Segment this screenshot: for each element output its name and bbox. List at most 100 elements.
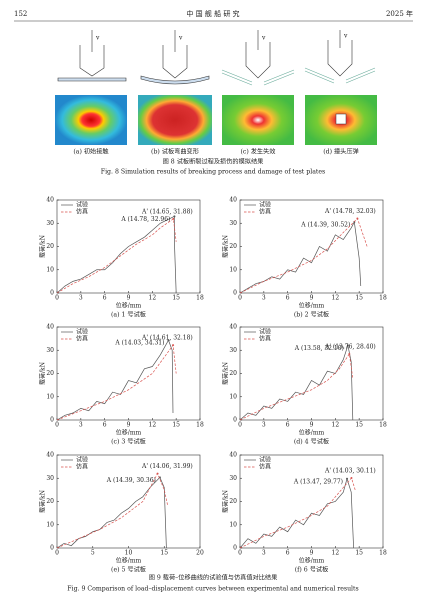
peak-point [167, 339, 170, 342]
peak-point [346, 477, 349, 480]
diagram-b [140, 30, 210, 85]
x-tick-label: 15 [355, 422, 363, 429]
y-tick-label: 20 [229, 498, 237, 505]
x-tick-label: 15 [355, 550, 363, 557]
x-tick-label: 0 [238, 295, 242, 302]
page-number: 152 [14, 10, 27, 18]
load-curve [239, 477, 354, 549]
y-tick-label: 40 [46, 197, 54, 204]
x-tick-label: 12 [332, 550, 340, 557]
x-tick-label: 3 [262, 550, 266, 557]
peak-point [172, 217, 175, 220]
velocity-label: v [343, 33, 348, 40]
y-tick-label: 20 [46, 243, 54, 250]
contour-c [222, 95, 294, 145]
legend-label: 试验 [259, 456, 271, 464]
legend-label: 仿真 [76, 463, 88, 471]
diagram-d [304, 30, 376, 84]
velocity-label: v [261, 35, 266, 42]
figure-caption-en: Fig. 8 Simulation results of breaking pr… [101, 169, 325, 176]
y-tick-label: 0 [233, 545, 237, 552]
x-tick-label: 12 [149, 422, 157, 429]
x-tick-label: 6 [286, 422, 290, 429]
peak-point [346, 344, 349, 347]
panel-caption: (e) 5 号试板 [111, 566, 146, 574]
panel-caption: (c) 发生失效 [240, 148, 275, 156]
x-tick-label: 0 [238, 422, 242, 429]
peak-annotation: A' (13.76, 28.40) [324, 343, 376, 350]
y-tick-label: 10 [229, 521, 237, 528]
x-tick-label: 9 [127, 422, 131, 429]
x-tick-label: 5 [91, 550, 95, 557]
legend-label: 仿真 [259, 208, 271, 216]
x-tick-label: 9 [127, 295, 131, 302]
x-tick-label: 18 [379, 295, 387, 302]
year: 2025 年 [386, 9, 413, 18]
y-tick-label: 10 [229, 266, 237, 273]
load-curve [56, 476, 167, 549]
y-tick-label: 0 [233, 290, 237, 297]
figure-caption-cn: 图 9 载荷–位移曲线的试验值与仿真值对比结果 [149, 574, 278, 582]
panel-caption: (c) 3 号试板 [111, 438, 146, 446]
peak-point [356, 217, 359, 220]
peak-annotation: A (14.78, 32.96) [120, 216, 170, 223]
x-tick-label: 6 [286, 295, 290, 302]
panel-caption: (d) 4 号试板 [294, 438, 329, 446]
y-tick-label: 40 [229, 197, 237, 204]
y-tick-label: 30 [229, 347, 237, 354]
y-tick-label: 0 [50, 545, 54, 552]
peak-annotation: A (13.58, 32.10) [294, 345, 344, 352]
x-tick-label: 3 [262, 422, 266, 429]
peak-annotation: A' (14.61, 32.18) [141, 335, 193, 342]
peak-annotation: A (14.39, 30.52) [300, 222, 350, 229]
legend-label: 仿真 [259, 335, 271, 343]
y-tick-label: 40 [229, 452, 237, 459]
x-tick-label: 15 [172, 295, 180, 302]
panel-caption: (a) 1 号试板 [111, 311, 146, 319]
panel-caption: (b) 试板弯曲变形 [151, 148, 199, 156]
y-tick-label: 0 [50, 290, 54, 297]
peak-annotation: A' (14.03, 30.11) [324, 467, 376, 474]
y-tick-label: 10 [46, 521, 54, 528]
x-tick-label: 18 [379, 550, 387, 557]
x-tick-label: 9 [310, 422, 314, 429]
x-tick-label: 15 [160, 550, 168, 557]
y-axis-label: 载荷/kN [222, 235, 230, 258]
y-tick-label: 30 [46, 475, 54, 482]
load-curve [56, 344, 177, 421]
legend-label: 试验 [76, 456, 88, 464]
x-axis-label: 位移/mm [116, 557, 142, 565]
contour-a [55, 95, 127, 145]
x-tick-label: 3 [79, 295, 83, 302]
x-tick-label: 15 [355, 295, 363, 302]
x-tick-label: 3 [262, 295, 266, 302]
x-tick-label: 12 [332, 422, 340, 429]
load-curve [56, 472, 169, 549]
y-tick-label: 40 [46, 324, 54, 331]
x-tick-label: 18 [196, 422, 204, 429]
load-curve [239, 343, 354, 421]
peak-point [156, 472, 159, 475]
x-tick-label: 6 [286, 550, 290, 557]
legend-label: 仿真 [76, 208, 88, 216]
diagram-c [221, 30, 295, 86]
y-axis-label: 载荷/kN [39, 490, 47, 513]
load-curve [239, 477, 356, 549]
y-tick-label: 20 [46, 370, 54, 377]
peak-annotation: A (13.47, 29.77) [293, 478, 343, 485]
load-curve [239, 220, 362, 294]
figure-caption-en: Fig. 9 Comparison of load–displacement c… [67, 586, 358, 593]
panel-caption: (d) 撞头压弹 [323, 148, 359, 156]
x-tick-label: 20 [196, 550, 204, 557]
load-curve [239, 217, 368, 294]
y-tick-label: 10 [229, 393, 237, 400]
panel-caption: (f) 6 号试板 [295, 566, 329, 574]
y-tick-label: 20 [229, 370, 237, 377]
y-axis-label: 载荷/kN [222, 490, 230, 513]
peak-point [348, 352, 351, 355]
load-curve [239, 353, 354, 421]
figure-8: v v v v (a) 初始接触 (b) 试板弯曲变形 (c) 发生失效 (d)… [55, 30, 377, 176]
x-tick-label: 3 [79, 422, 83, 429]
legend-label: 试验 [259, 328, 271, 336]
legend-label: 试验 [259, 201, 271, 209]
